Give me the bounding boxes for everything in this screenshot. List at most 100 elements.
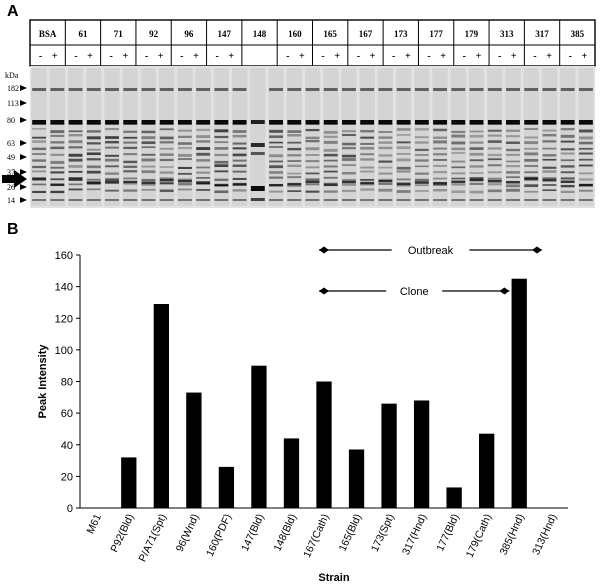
gel-band <box>342 154 356 158</box>
gel-band <box>305 183 320 186</box>
bar-160-pdf- <box>218 466 235 508</box>
gel-band <box>32 128 47 130</box>
clone-end-diamond-icon <box>499 287 510 295</box>
lane-header-label: 177 <box>429 29 443 39</box>
gel-band <box>105 180 119 183</box>
gel-band <box>396 199 411 201</box>
gel-band <box>305 140 320 143</box>
y-tick-label: 140 <box>55 282 73 294</box>
gel-band <box>250 152 265 155</box>
gel-band <box>159 120 174 124</box>
x-tick-label: 147(Bld) <box>239 512 267 553</box>
gel-band <box>451 160 466 163</box>
bar-165-bld- <box>348 449 365 508</box>
gel-band <box>123 123 138 125</box>
gel-band <box>214 129 229 133</box>
gel-band <box>524 123 539 125</box>
gel-band <box>214 190 229 194</box>
gel-band <box>196 147 211 151</box>
gel-band <box>269 199 283 201</box>
marker-label: 182 <box>7 84 19 93</box>
gel-band <box>123 180 138 184</box>
gel-band <box>487 120 502 124</box>
gel-lane <box>86 68 102 206</box>
gel-band <box>50 190 65 194</box>
gel-band <box>342 88 356 91</box>
gel-band <box>323 88 338 91</box>
gel-lane <box>359 68 375 206</box>
gel-band <box>360 123 375 125</box>
gel-band <box>269 165 283 169</box>
gel-band <box>487 177 502 180</box>
gel-band <box>560 190 575 194</box>
gel-band <box>487 158 502 161</box>
gel-band <box>287 176 302 179</box>
gel-band <box>123 146 138 150</box>
gel-band <box>177 178 192 181</box>
gel-band <box>469 152 484 156</box>
gel-band <box>32 147 47 151</box>
gel-lane <box>31 68 47 206</box>
gel-band <box>378 179 393 183</box>
gel-band <box>305 172 320 175</box>
gel-band <box>50 166 65 169</box>
bar-147-bld- <box>251 365 267 508</box>
gel-band <box>342 120 356 124</box>
gel-band <box>342 130 356 133</box>
gel-band <box>269 141 283 144</box>
gel-band <box>32 123 47 125</box>
gel-band <box>487 189 502 193</box>
gel-band <box>141 165 156 168</box>
gel-band <box>232 130 247 133</box>
gel-band <box>542 166 557 169</box>
gel-band <box>287 184 302 188</box>
lane-plus-sign: + <box>582 51 588 62</box>
x-tick-label: 96(Wnd) <box>174 512 202 554</box>
clone-start-diamond-icon <box>319 287 329 295</box>
gel-band <box>86 178 101 181</box>
gel-band <box>105 199 119 201</box>
gel-band <box>141 158 156 162</box>
gel-band <box>414 128 429 131</box>
gel-band <box>506 199 520 201</box>
lane-minus-sign: - <box>569 51 572 62</box>
gel-band <box>105 146 119 149</box>
gel-band <box>68 123 83 125</box>
lane-minus-sign: - <box>498 51 501 62</box>
gel-band <box>378 141 393 144</box>
gel-band <box>287 123 302 125</box>
gel-band <box>578 189 593 192</box>
gel-band <box>487 88 502 91</box>
lane-plus-sign: + <box>158 51 164 62</box>
gel-band <box>269 129 283 133</box>
gel-band <box>159 128 174 131</box>
gel-band <box>396 182 411 186</box>
lane-minus-sign: - <box>180 51 183 62</box>
gel-band <box>342 164 356 167</box>
x-tick-label: 313(Hnd) <box>530 512 559 557</box>
y-tick-label: 100 <box>55 345 73 357</box>
lane-plus-sign: + <box>511 51 517 62</box>
marker-arrow-icon <box>20 117 27 123</box>
bar-317-hnd- <box>413 400 430 508</box>
gel-band <box>487 164 502 167</box>
gel-band <box>323 120 338 124</box>
gel-band <box>141 88 156 91</box>
gel-band <box>433 153 448 156</box>
gel-band <box>342 178 356 181</box>
gel-band <box>433 181 448 185</box>
gel-band <box>32 120 47 124</box>
gel-band <box>487 199 502 201</box>
gel-band <box>451 190 466 194</box>
gel-band <box>86 181 101 184</box>
gel-band <box>360 170 375 173</box>
gel-band <box>123 182 138 185</box>
gel-band <box>232 177 247 180</box>
gel-band <box>177 183 192 186</box>
lane-header-label: 71 <box>114 29 124 39</box>
gel-band <box>141 188 156 191</box>
gel-band <box>524 152 539 156</box>
gel-band <box>269 123 283 125</box>
gel-band <box>305 136 320 140</box>
